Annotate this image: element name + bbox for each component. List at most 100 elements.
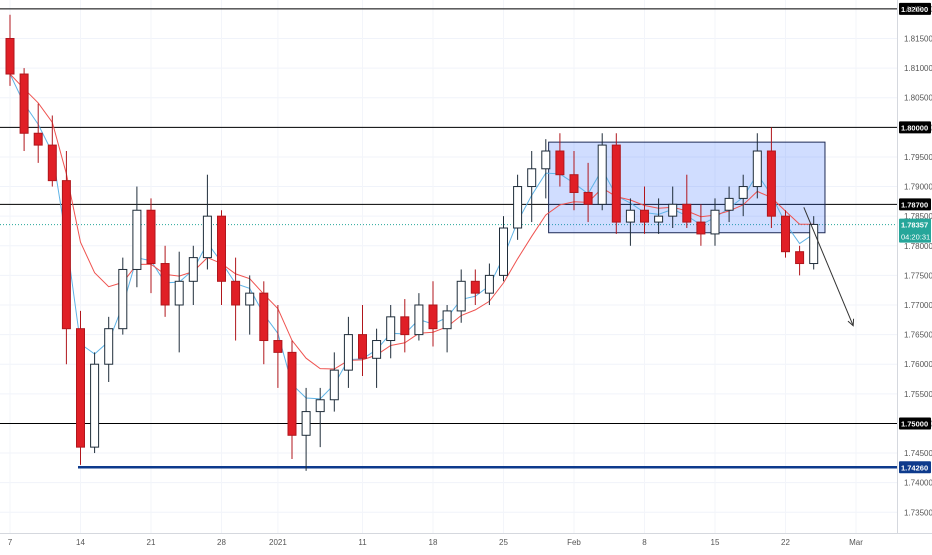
x-tick-label: 8	[642, 538, 647, 547]
candle-body	[668, 203, 678, 217]
candle	[19, 68, 29, 152]
candle-body	[315, 399, 325, 413]
candle-body	[611, 144, 621, 223]
candle-body	[76, 328, 85, 448]
candle	[231, 257, 241, 341]
y-tick-label: 1.73500	[904, 508, 932, 517]
candle	[724, 186, 734, 223]
candle	[527, 151, 537, 223]
candle	[372, 328, 382, 388]
candle	[386, 304, 396, 359]
x-tick-label: 15	[711, 538, 720, 547]
candle-body	[456, 280, 466, 312]
x-tick-label: 21	[147, 538, 156, 547]
candle-body	[160, 263, 170, 306]
candle	[611, 133, 621, 234]
candle	[61, 151, 71, 365]
candle	[597, 133, 607, 211]
candle	[499, 216, 508, 282]
candle-body	[654, 215, 664, 223]
candle	[217, 210, 226, 305]
y-tick-label: 1.80500	[904, 94, 932, 103]
candle	[146, 198, 156, 294]
candle-body	[188, 257, 198, 282]
candle	[174, 251, 184, 353]
candle-body	[541, 150, 551, 170]
candle	[696, 204, 706, 246]
candle	[809, 216, 819, 270]
candle	[358, 304, 367, 377]
candle-body	[33, 132, 43, 146]
candle-body	[597, 144, 607, 205]
currency-label: AUD	[906, 5, 923, 14]
candle	[625, 198, 635, 246]
candle-body	[781, 215, 790, 253]
candle	[428, 281, 438, 347]
candle-body	[61, 180, 71, 330]
candle	[188, 245, 198, 305]
candle-body	[301, 411, 311, 436]
projection-arrow-head	[847, 318, 855, 327]
candle-body	[428, 304, 438, 330]
y-tick-label: 1.74500	[904, 449, 932, 458]
candle-body	[513, 186, 523, 229]
candle-body	[710, 209, 720, 235]
candle-body	[738, 186, 748, 199]
level-price-label: 1.82000	[901, 5, 928, 14]
candle-body	[104, 328, 114, 365]
candle	[202, 174, 212, 270]
candle-body	[414, 304, 424, 336]
x-tick-label: 14	[76, 538, 85, 547]
candle-body	[470, 280, 480, 294]
y-tick-label: 1.74000	[904, 479, 932, 488]
level-price-tag	[899, 417, 931, 430]
candle-body	[795, 251, 805, 265]
level-price-label: 1.74260	[901, 463, 928, 472]
candle-body	[118, 268, 128, 330]
projection-arrow-line	[803, 207, 854, 326]
candle-body	[287, 351, 297, 436]
candle	[5, 14, 15, 86]
candle-body	[484, 274, 494, 294]
candle	[118, 257, 128, 335]
candle	[132, 186, 142, 288]
candle-body	[273, 340, 283, 353]
x-tick-label: 22	[781, 538, 790, 547]
candle	[555, 133, 565, 187]
candle-body	[640, 209, 649, 223]
level-price-label: 1.78700	[901, 200, 928, 209]
x-tick-label: 2021	[269, 538, 287, 547]
y-tick-label: 1.81000	[904, 64, 932, 73]
y-tick-label: 1.78500	[904, 212, 932, 221]
candle-body	[47, 144, 57, 182]
candle	[245, 275, 255, 335]
y-tick-label: 1.76000	[904, 360, 932, 369]
x-tick-label: 11	[358, 538, 367, 547]
candle-body	[90, 363, 100, 448]
candle	[442, 304, 452, 353]
candle	[160, 245, 170, 317]
y-tick-label: 1.78000	[904, 242, 932, 251]
x-tick-label: Mar	[849, 538, 863, 547]
candle	[513, 174, 523, 240]
candle	[470, 269, 480, 305]
x-tick-label: 28	[217, 538, 226, 547]
candle	[414, 293, 424, 341]
candle-body	[724, 197, 734, 211]
candle-body	[809, 223, 819, 265]
x-tick-label: 18	[429, 538, 438, 547]
x-tick-label: 25	[499, 538, 508, 547]
candle-body	[132, 209, 142, 270]
current-price-tag	[899, 218, 931, 243]
candle	[795, 245, 805, 276]
candle	[682, 174, 692, 229]
candle	[668, 186, 678, 229]
candle	[343, 316, 353, 388]
candle-body	[245, 292, 255, 306]
candle	[47, 115, 57, 187]
candle-body	[259, 292, 269, 342]
y-tick-label: 1.75500	[904, 390, 932, 399]
y-tick-label: 1.76500	[904, 331, 932, 340]
candle-body	[569, 174, 579, 193]
